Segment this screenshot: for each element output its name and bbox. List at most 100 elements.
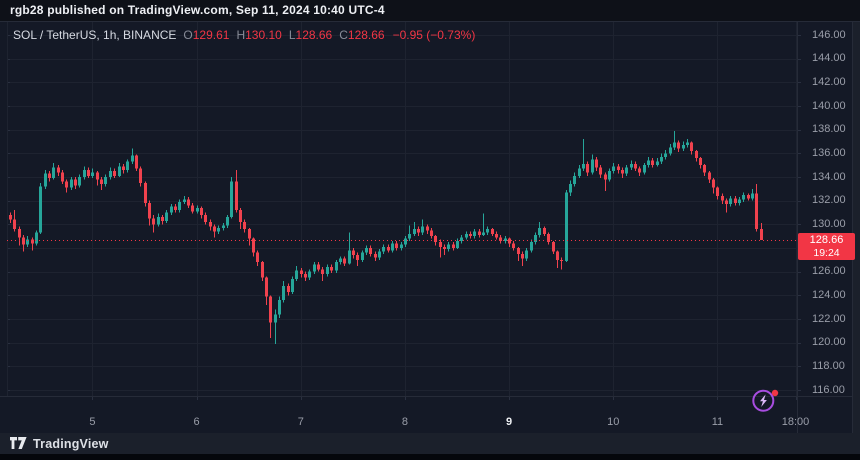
tradingview-logo-icon[interactable]: [10, 437, 27, 450]
candle-body: [599, 167, 602, 175]
candle-body: [456, 240, 459, 248]
candle-body: [352, 250, 355, 256]
candle-body: [96, 172, 99, 180]
candle-body: [434, 236, 437, 243]
candle-body: [317, 264, 320, 270]
candle-body: [222, 225, 225, 228]
candle-body: [300, 270, 303, 275]
candle-body: [174, 206, 177, 211]
time-axis-label: 10: [607, 416, 620, 428]
candle-body: [35, 232, 38, 244]
price-axis-label: 134.00: [812, 170, 846, 183]
candle-body: [235, 181, 238, 211]
candle-body: [486, 229, 489, 233]
candle-body: [374, 253, 377, 258]
candle-body: [465, 233, 468, 238]
candle-body: [361, 252, 364, 260]
candle-body: [729, 198, 732, 205]
candle-body: [278, 300, 281, 315]
candle-body: [621, 169, 624, 174]
candle-body: [157, 217, 160, 225]
candle-body: [109, 171, 112, 177]
candle-body: [651, 160, 654, 166]
attribution-text: rgb28 published on TradingView.com, Sep …: [10, 3, 385, 17]
low-value: 128.66: [295, 28, 333, 42]
price-axis-label: 144.00: [812, 52, 846, 65]
candle-body: [213, 226, 216, 232]
last-price: 128.66: [809, 233, 844, 246]
candle-body: [269, 296, 272, 323]
candle-body: [617, 166, 620, 170]
candle-body: [469, 233, 472, 237]
symbol-title[interactable]: SOL / TetherUS, 1h, BINANCE: [13, 28, 177, 42]
price-axis-label: 142.00: [812, 75, 846, 88]
candle-body: [148, 203, 151, 219]
candle-body: [165, 212, 168, 221]
tradingview-logo-text[interactable]: TradingView: [33, 436, 109, 451]
candle-body: [508, 238, 511, 244]
candle-body: [552, 242, 555, 252]
candle-body: [755, 193, 758, 229]
bottom-strip: [0, 454, 860, 460]
price-axis-label: 116.00: [812, 383, 845, 396]
lightning-icon[interactable]: [749, 386, 781, 416]
candle-body: [139, 168, 142, 183]
high-value: 130.10: [245, 28, 282, 42]
candle-body: [543, 227, 546, 234]
candle-body: [395, 243, 398, 248]
candle-body: [738, 199, 741, 204]
candle-body: [630, 163, 633, 168]
candle-body: [538, 227, 541, 235]
candle-body: [560, 259, 563, 262]
candle-body: [83, 169, 86, 177]
candle-body: [308, 271, 311, 278]
candle-body: [708, 172, 711, 180]
candle-body: [18, 229, 21, 238]
candle-body: [230, 181, 233, 218]
candle-body: [742, 194, 745, 200]
candle-body: [525, 250, 528, 259]
candle-body: [183, 199, 186, 202]
candle-body: [582, 163, 585, 169]
candle-body: [695, 150, 698, 159]
candle-body: [391, 243, 394, 251]
candle-body: [612, 166, 615, 172]
candle-body: [196, 207, 199, 212]
candle-body: [291, 278, 294, 292]
candle-body: [243, 221, 246, 230]
candle-body: [734, 198, 737, 204]
candle-body: [335, 262, 338, 271]
candle-body: [478, 231, 481, 235]
lightning-circle: [752, 389, 775, 412]
candle-body: [113, 171, 116, 176]
price-axis-label: 126.00: [812, 265, 846, 278]
notification-dot: [771, 389, 779, 397]
candle-body: [699, 158, 702, 166]
candle-body: [295, 270, 298, 279]
last-price-badge: 128.66 19:24: [798, 232, 855, 260]
candle-body: [226, 217, 229, 226]
candle-body: [404, 238, 407, 245]
candle-body: [209, 221, 212, 227]
price-axis-label: 140.00: [812, 99, 846, 112]
candle-body: [504, 238, 507, 241]
candle-body: [382, 246, 385, 252]
candle-body: [421, 226, 424, 233]
candle-body: [52, 167, 55, 179]
candle-body: [686, 142, 689, 146]
candle-body: [256, 252, 259, 263]
candle-body: [499, 237, 502, 241]
candle-body: [274, 314, 277, 323]
candle-body: [135, 155, 138, 169]
candle-body: [660, 156, 663, 162]
candle-body: [716, 187, 719, 196]
candle-body: [48, 173, 51, 179]
candle-body: [586, 163, 589, 173]
price-axis-label: 130.00: [812, 217, 846, 230]
candle-body: [304, 274, 307, 278]
candle-body: [91, 172, 94, 176]
candle-body: [677, 142, 680, 149]
candle-body: [104, 177, 107, 185]
candle-body: [378, 251, 381, 258]
